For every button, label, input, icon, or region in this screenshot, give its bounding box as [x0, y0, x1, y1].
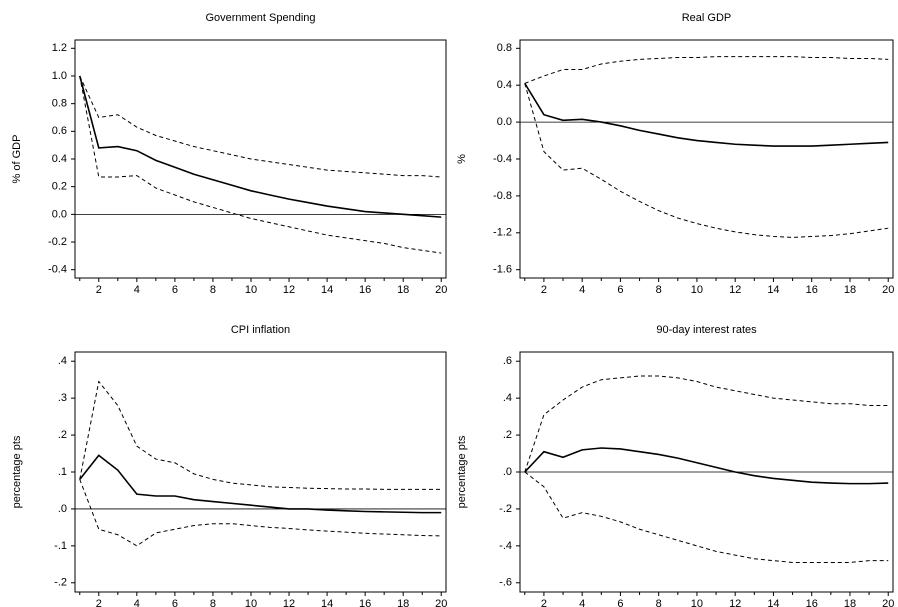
response-line — [78, 75, 442, 218]
x-tick-label: 10 — [245, 284, 257, 296]
y-tick-label: -0.2 — [48, 236, 67, 248]
x-tick-label: 12 — [283, 598, 295, 607]
x-tick-label: 6 — [172, 284, 178, 296]
y-tick-label: -1.6 — [493, 264, 512, 276]
x-tick-label: 16 — [806, 598, 818, 607]
y-tick-label: .4 — [58, 355, 67, 367]
x-tick-label: 8 — [656, 284, 662, 296]
y-tick-label: -.1 — [54, 540, 67, 552]
y-tick-label: 0.8 — [497, 42, 512, 54]
y-tick-label: -0.4 — [493, 153, 512, 165]
y-axis-label: percentage pts — [11, 435, 23, 508]
y-tick-label: 0.0 — [52, 208, 67, 220]
plot-frame — [74, 39, 447, 279]
x-tick-label: 2 — [541, 284, 547, 296]
y-tick-label: .2 — [503, 429, 512, 441]
x-tick-label: 2 — [541, 598, 547, 607]
response-line — [79, 454, 442, 514]
x-tick-label: 18 — [397, 598, 409, 607]
y-tick-label: .0 — [503, 466, 512, 478]
x-tick-label: 6 — [617, 284, 623, 296]
x-tick-label: 10 — [691, 598, 703, 607]
x-tick-label: 2 — [96, 284, 102, 296]
y-tick-label: 1.2 — [52, 42, 67, 54]
x-tick-label: 12 — [729, 598, 741, 607]
x-tick-label: 16 — [359, 284, 371, 296]
x-tick-label: 18 — [844, 598, 856, 607]
x-tick-label: 4 — [579, 598, 585, 607]
y-tick-label: .1 — [58, 466, 67, 478]
y-tick-label: .2 — [58, 429, 67, 441]
x-tick-label: 4 — [134, 284, 140, 296]
x-tick-label: 20 — [435, 284, 447, 296]
y-axis-label: % of GDP — [11, 135, 23, 184]
plot-frame — [519, 351, 894, 593]
x-tick-label: 12 — [729, 284, 741, 296]
y-tick-label: 0.2 — [52, 181, 67, 193]
x-tick-label: 6 — [172, 598, 178, 607]
response-line — [524, 447, 889, 485]
plot-frame — [519, 39, 894, 279]
x-tick-label: 18 — [844, 284, 856, 296]
y-axis-label: percentage pts — [456, 435, 468, 508]
panel-title: 90-day interest rates — [656, 324, 757, 336]
confidence-band — [79, 380, 442, 490]
y-tick-label: .6 — [503, 355, 512, 367]
y-tick-label: -0.8 — [493, 190, 512, 202]
y-tick-label: 0.4 — [52, 153, 67, 165]
x-tick-label: 8 — [656, 598, 662, 607]
x-tick-label: 18 — [397, 284, 409, 296]
x-tick-label: 20 — [435, 598, 447, 607]
confidence-band — [524, 56, 889, 84]
panel-title: Real GDP — [682, 12, 732, 24]
x-tick-label: 10 — [691, 284, 703, 296]
y-tick-label: .4 — [503, 392, 512, 404]
confidence-band — [524, 471, 889, 563]
x-tick-label: 20 — [882, 284, 894, 296]
x-tick-label: 14 — [321, 284, 333, 296]
y-tick-label: -.2 — [499, 503, 512, 515]
response-line — [524, 82, 889, 147]
panel-title: CPI inflation — [231, 324, 290, 336]
x-tick-label: 6 — [617, 598, 623, 607]
x-tick-label: 16 — [806, 284, 818, 296]
panel-title: Government Spending — [205, 12, 315, 24]
y-tick-label: -.4 — [499, 540, 512, 552]
y-tick-label: -0.4 — [48, 264, 67, 276]
confidence-band — [79, 479, 442, 547]
x-tick-label: 8 — [210, 284, 216, 296]
x-tick-label: 14 — [767, 598, 779, 607]
x-tick-label: 14 — [321, 598, 333, 607]
y-tick-label: 0.0 — [497, 116, 512, 128]
x-tick-label: 10 — [245, 598, 257, 607]
y-tick-label: -.2 — [54, 577, 67, 589]
confidence-band — [524, 83, 889, 238]
y-tick-label: 1.0 — [52, 70, 67, 82]
plot-frame — [74, 351, 447, 593]
x-tick-label: 20 — [882, 598, 894, 607]
y-tick-label: -1.2 — [493, 227, 512, 239]
x-tick-label: 14 — [767, 284, 779, 296]
x-tick-label: 16 — [359, 598, 371, 607]
x-tick-label: 2 — [96, 598, 102, 607]
y-axis-label: % — [456, 154, 468, 164]
y-tick-label: .0 — [58, 503, 67, 515]
y-tick-label: 0.8 — [52, 98, 67, 110]
x-tick-label: 8 — [210, 598, 216, 607]
confidence-band — [79, 75, 442, 254]
confidence-band — [79, 75, 442, 178]
y-tick-label: 0.4 — [497, 79, 512, 91]
y-tick-label: .3 — [58, 392, 67, 404]
x-tick-label: 4 — [579, 284, 585, 296]
x-tick-label: 4 — [134, 598, 140, 607]
confidence-band — [524, 375, 889, 473]
x-tick-label: 12 — [283, 284, 295, 296]
y-tick-label: 0.6 — [52, 125, 67, 137]
y-tick-label: -.6 — [499, 577, 512, 589]
